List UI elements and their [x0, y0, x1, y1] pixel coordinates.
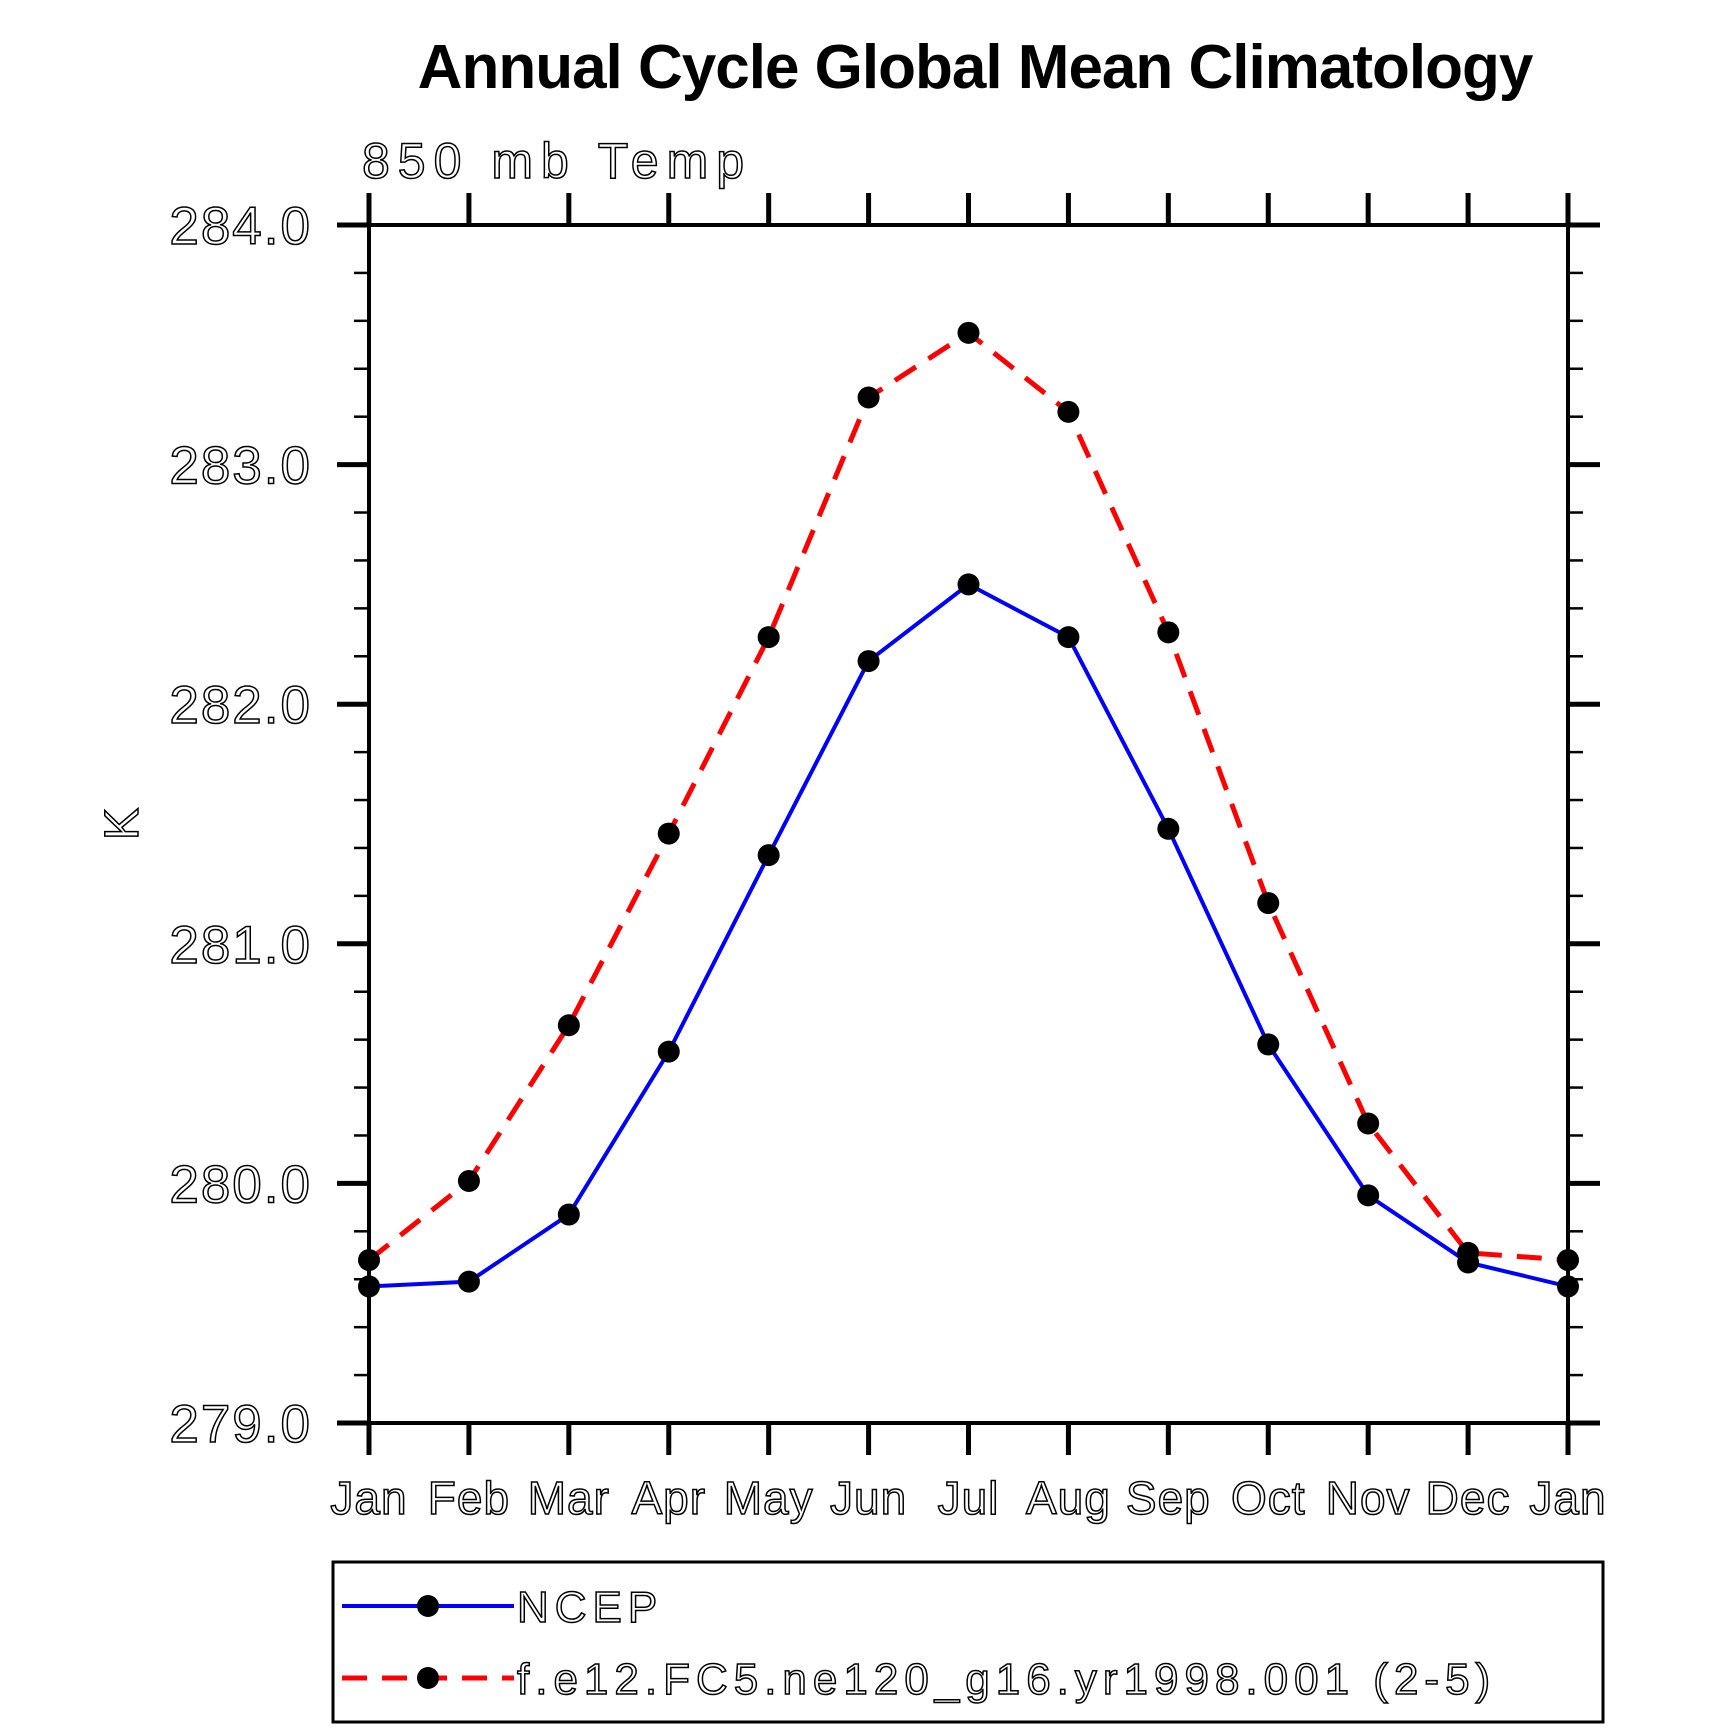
x-tick-label: Dec — [1426, 1472, 1511, 1524]
plot-box — [367, 223, 1570, 1425]
y-tick-label: 284.0 — [169, 197, 312, 256]
axes: Jan Feb Mar Apr May Jun Jul Aug Sep Oct Nov Dec Jan 2… — [169, 193, 1606, 1525]
series-line-model — [367, 329, 1569, 1263]
data-series — [358, 321, 1579, 1298]
x-tick-label: Jan — [330, 1472, 407, 1524]
chart-subtitle: 850 mb Temp — [362, 133, 752, 189]
y-tick-label: 281.0 — [169, 916, 312, 975]
data-point-marker — [1257, 892, 1280, 915]
data-point-marker — [358, 1275, 380, 1298]
legend-box — [331, 1560, 1605, 1724]
data-point-marker — [1057, 400, 1080, 423]
series-line-ncep — [368, 582, 1569, 1289]
data-point-marker — [1457, 1241, 1480, 1264]
data-point-marker — [1157, 621, 1180, 644]
legend-label: f.e12.FC5.ne120_g16.yr1998.001 (2-5) — [517, 1655, 1496, 1704]
x-tick-label: Jan — [1529, 1472, 1606, 1524]
data-point-marker — [957, 573, 980, 596]
x-tick-label: Aug — [1026, 1472, 1111, 1524]
y-tick-label: 283.0 — [169, 437, 312, 496]
x-tick-label: Jul — [938, 1472, 1000, 1524]
data-point-marker — [1557, 1249, 1579, 1272]
data-point-marker — [857, 386, 880, 409]
x-tick-label: Apr — [631, 1472, 706, 1524]
data-point-marker — [557, 1014, 580, 1037]
x-tick-label: May — [724, 1472, 814, 1524]
data-point-marker — [1357, 1184, 1380, 1207]
legend-label: NCEP — [517, 1583, 663, 1632]
x-tick-label: Feb — [428, 1472, 510, 1524]
data-point-marker — [657, 1040, 680, 1063]
data-point-marker — [757, 626, 780, 649]
chart-title: Annual Cycle Global Mean Climatology — [418, 33, 1534, 102]
x-tick-label: Jun — [830, 1472, 907, 1524]
data-point-marker — [557, 1203, 580, 1226]
data-point-marker — [1157, 817, 1180, 840]
data-point-marker — [857, 650, 880, 673]
x-tick-label: Mar — [528, 1472, 610, 1524]
data-point-marker — [757, 844, 780, 867]
data-point-marker — [1257, 1033, 1280, 1056]
data-point-marker — [1057, 626, 1080, 649]
data-point-marker — [657, 822, 680, 845]
legend-marker — [417, 1667, 439, 1689]
y-tick-label: 279.0 — [169, 1395, 312, 1454]
data-point-marker — [957, 321, 980, 344]
data-point-marker — [1357, 1112, 1380, 1135]
legend: NCEP f.e12.FC5.ne120_g16.yr1998.001 (2-5) — [331, 1560, 1605, 1724]
data-point-marker — [1557, 1275, 1579, 1298]
data-point-marker — [457, 1270, 480, 1293]
y-axis-title: K — [96, 808, 149, 840]
x-tick-label: Sep — [1126, 1472, 1211, 1524]
data-point-marker — [358, 1249, 380, 1272]
data-point-marker — [457, 1170, 480, 1193]
x-tick-label: Nov — [1326, 1472, 1411, 1524]
y-tick-label: 280.0 — [169, 1155, 312, 1214]
y-tick-label: 282.0 — [169, 676, 312, 735]
legend-marker — [417, 1595, 439, 1617]
x-tick-label: Oct — [1231, 1472, 1306, 1524]
